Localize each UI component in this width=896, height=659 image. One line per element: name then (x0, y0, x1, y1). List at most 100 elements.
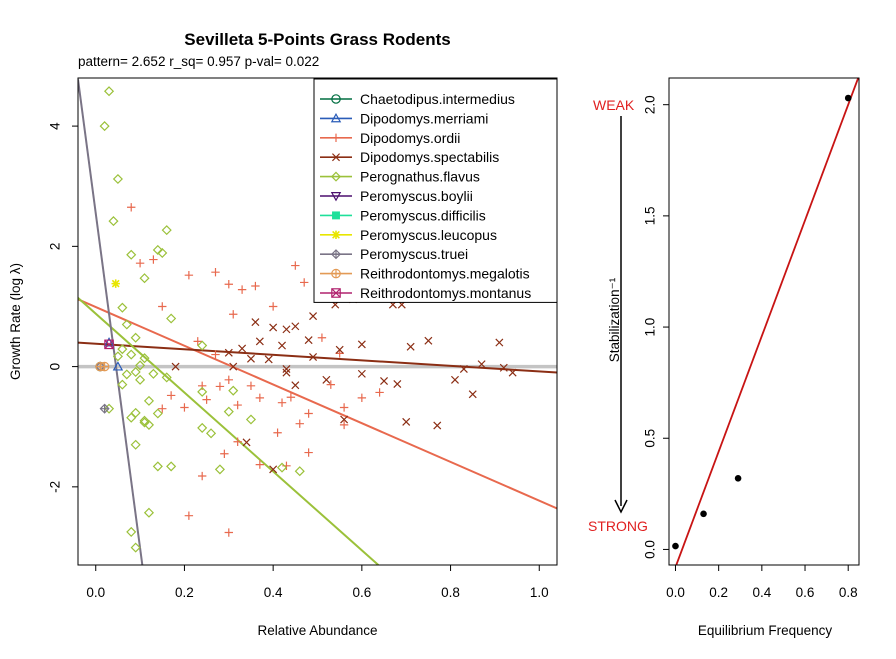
point-s4-32-shape (166, 461, 177, 472)
point-s3-11-shape (424, 336, 433, 345)
point-s2-32-shape (184, 511, 194, 520)
point-s3-2-shape (282, 325, 291, 334)
point-s4-4 (126, 249, 137, 260)
x-tick-label-0: 0.0 (86, 585, 105, 600)
rx-axis-title: Equilibrium Frequency (698, 623, 833, 638)
point-s3-1 (269, 323, 278, 332)
legend-marker-10-cross (331, 288, 341, 298)
legend-marker-1-shape (330, 112, 342, 123)
point-s4-43-shape (130, 542, 141, 553)
point-s3-35 (508, 368, 517, 377)
point-s3-36-shape (340, 415, 349, 424)
point-s4-37-shape (228, 385, 239, 396)
point-s4-19 (117, 379, 128, 390)
point-s3-10 (406, 342, 415, 351)
point-s3-29-shape (450, 375, 459, 384)
point-s4-24-shape (143, 395, 155, 406)
point-s4-19-shape (117, 379, 128, 390)
legend-item-6: Peromyscus.difficilis (320, 207, 486, 223)
point-s4-13-shape (117, 344, 128, 355)
point-s3-42 (171, 362, 180, 371)
point-s2-36 (339, 403, 349, 412)
legend-item-4: Perognathus.flavus (320, 169, 480, 185)
point-s4-7 (157, 247, 168, 259)
point-s3-41-shape (282, 368, 291, 377)
legend-item-5: Peromyscus.boylii (320, 188, 473, 204)
point-s4-1 (99, 121, 110, 132)
point-s3-31 (468, 390, 477, 399)
point-s2-34-shape (197, 471, 207, 481)
ry-tick-label-4: 2.0 (643, 95, 658, 114)
point-s3-37-shape (357, 340, 366, 349)
point-s4-26 (161, 372, 172, 383)
point-s3-17 (238, 344, 247, 353)
point-s3-30-shape (459, 365, 468, 373)
point-s3-27 (402, 417, 411, 426)
point-s2-17-shape (180, 403, 189, 412)
point-s9-1-cross (100, 362, 109, 371)
legend-label-4: Perognathus.flavus (360, 169, 480, 185)
point-s4-15-shape (126, 349, 137, 360)
legend-label-3: Dipodomys.spectabilis (360, 149, 499, 165)
point-s10-0-shape (104, 339, 114, 350)
point-s4-35-shape (214, 464, 225, 475)
x-tick-label-1: 0.2 (175, 585, 194, 600)
legend-label-6: Peromyscus.difficilis (360, 207, 486, 223)
legend-marker-0 (331, 94, 341, 104)
point-s2-30-shape (282, 461, 291, 470)
point-s2-16 (202, 395, 211, 404)
point-s4-29-shape (126, 412, 137, 423)
point-s2-42-shape (237, 285, 247, 294)
point-s2-1-shape (135, 258, 145, 268)
point-s2-4-shape (211, 267, 220, 277)
point-s3-2 (282, 325, 291, 334)
point-s2-20 (215, 382, 225, 391)
right-point-3 (844, 94, 852, 102)
point-s4-35 (214, 464, 225, 475)
legend-marker-10 (331, 288, 341, 298)
point-s3-15 (278, 341, 287, 350)
point-s2-43-shape (158, 302, 167, 311)
point-s3-4-shape (309, 312, 318, 321)
legend-item-7: Peromyscus.leucopus (320, 227, 497, 243)
point-s4-31 (152, 461, 163, 472)
point-s4-46 (197, 340, 208, 351)
legend-marker-0-shape (331, 94, 341, 104)
x-axis-title: Relative Abundance (257, 623, 377, 638)
point-s3-28 (433, 421, 442, 430)
point-s3-39 (269, 465, 278, 474)
point-s2-11 (193, 337, 202, 346)
point-s2-28-shape (220, 449, 229, 458)
point-s2-7 (291, 261, 300, 270)
x-tick-label-2: 0.4 (264, 585, 283, 600)
point-s3-34-shape (499, 363, 508, 372)
point-s4-44-shape (143, 507, 155, 518)
point-s2-0-shape (127, 203, 136, 212)
point-s4-23-shape (152, 408, 163, 419)
point-s2-29-shape (255, 460, 265, 469)
point-s4-8-shape (139, 273, 150, 284)
point-s2-6-shape (251, 281, 260, 291)
rx-tick-label-4: 0.8 (839, 585, 858, 600)
stabilization-annotation: WEAK STRONG Stabilization⁻¹ (588, 97, 648, 534)
point-s3-23 (291, 381, 300, 390)
point-s4-27 (143, 419, 155, 430)
left-x-axis: 0.0 0.2 0.4 0.6 0.8 1.0 (86, 564, 549, 600)
point-s4-4-shape (126, 249, 137, 260)
point-s2-27-shape (233, 437, 242, 446)
point-s3-18-shape (224, 348, 233, 357)
point-s3-24 (322, 375, 331, 384)
point-s2-19-shape (166, 391, 176, 400)
rx-tick-label-0: 0.0 (666, 585, 685, 600)
right-plot-area (672, 78, 859, 565)
point-s2-13-shape (224, 375, 233, 385)
legend-marker-6 (332, 211, 340, 220)
legend-marker-6-shape (332, 211, 340, 220)
point-s3-20 (246, 354, 255, 363)
point-s3-28-shape (433, 421, 442, 430)
point-s4-41-shape (294, 466, 305, 477)
point-s3-22-shape (282, 365, 291, 373)
point-s3-1-shape (269, 323, 278, 332)
